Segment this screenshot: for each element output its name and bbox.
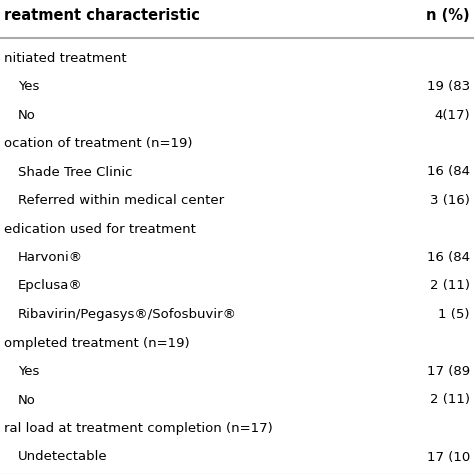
Text: 2 (11): 2 (11) <box>430 280 470 292</box>
Text: 17 (89: 17 (89 <box>427 365 470 378</box>
Text: nitiated treatment: nitiated treatment <box>4 52 127 64</box>
Text: Yes: Yes <box>18 80 39 93</box>
Text: reatment characteristic: reatment characteristic <box>4 8 200 23</box>
Text: n (%): n (%) <box>427 8 470 23</box>
Text: 2 (11): 2 (11) <box>430 393 470 407</box>
Text: ompleted treatment (n=19): ompleted treatment (n=19) <box>4 337 190 349</box>
Text: 4(17): 4(17) <box>434 109 470 121</box>
Text: Harvoni®: Harvoni® <box>18 251 83 264</box>
Text: Shade Tree Clinic: Shade Tree Clinic <box>18 165 133 179</box>
Text: edication used for treatment: edication used for treatment <box>4 222 196 236</box>
Text: Epclusa®: Epclusa® <box>18 280 83 292</box>
Text: 3 (16): 3 (16) <box>430 194 470 207</box>
Text: 19 (83: 19 (83 <box>427 80 470 93</box>
Text: 16 (84: 16 (84 <box>427 165 470 179</box>
Text: Ribavirin/Pegasys®/Sofosbuvir®: Ribavirin/Pegasys®/Sofosbuvir® <box>18 308 237 321</box>
Text: 16 (84: 16 (84 <box>427 251 470 264</box>
Text: 17 (10: 17 (10 <box>427 450 470 464</box>
Text: No: No <box>18 393 36 407</box>
Text: Referred within medical center: Referred within medical center <box>18 194 224 207</box>
Text: ral load at treatment completion (n=17): ral load at treatment completion (n=17) <box>4 422 273 435</box>
Text: Undetectable: Undetectable <box>18 450 108 464</box>
Text: 1 (5): 1 (5) <box>438 308 470 321</box>
Text: ocation of treatment (n=19): ocation of treatment (n=19) <box>4 137 192 150</box>
Text: No: No <box>18 109 36 121</box>
Text: Yes: Yes <box>18 365 39 378</box>
